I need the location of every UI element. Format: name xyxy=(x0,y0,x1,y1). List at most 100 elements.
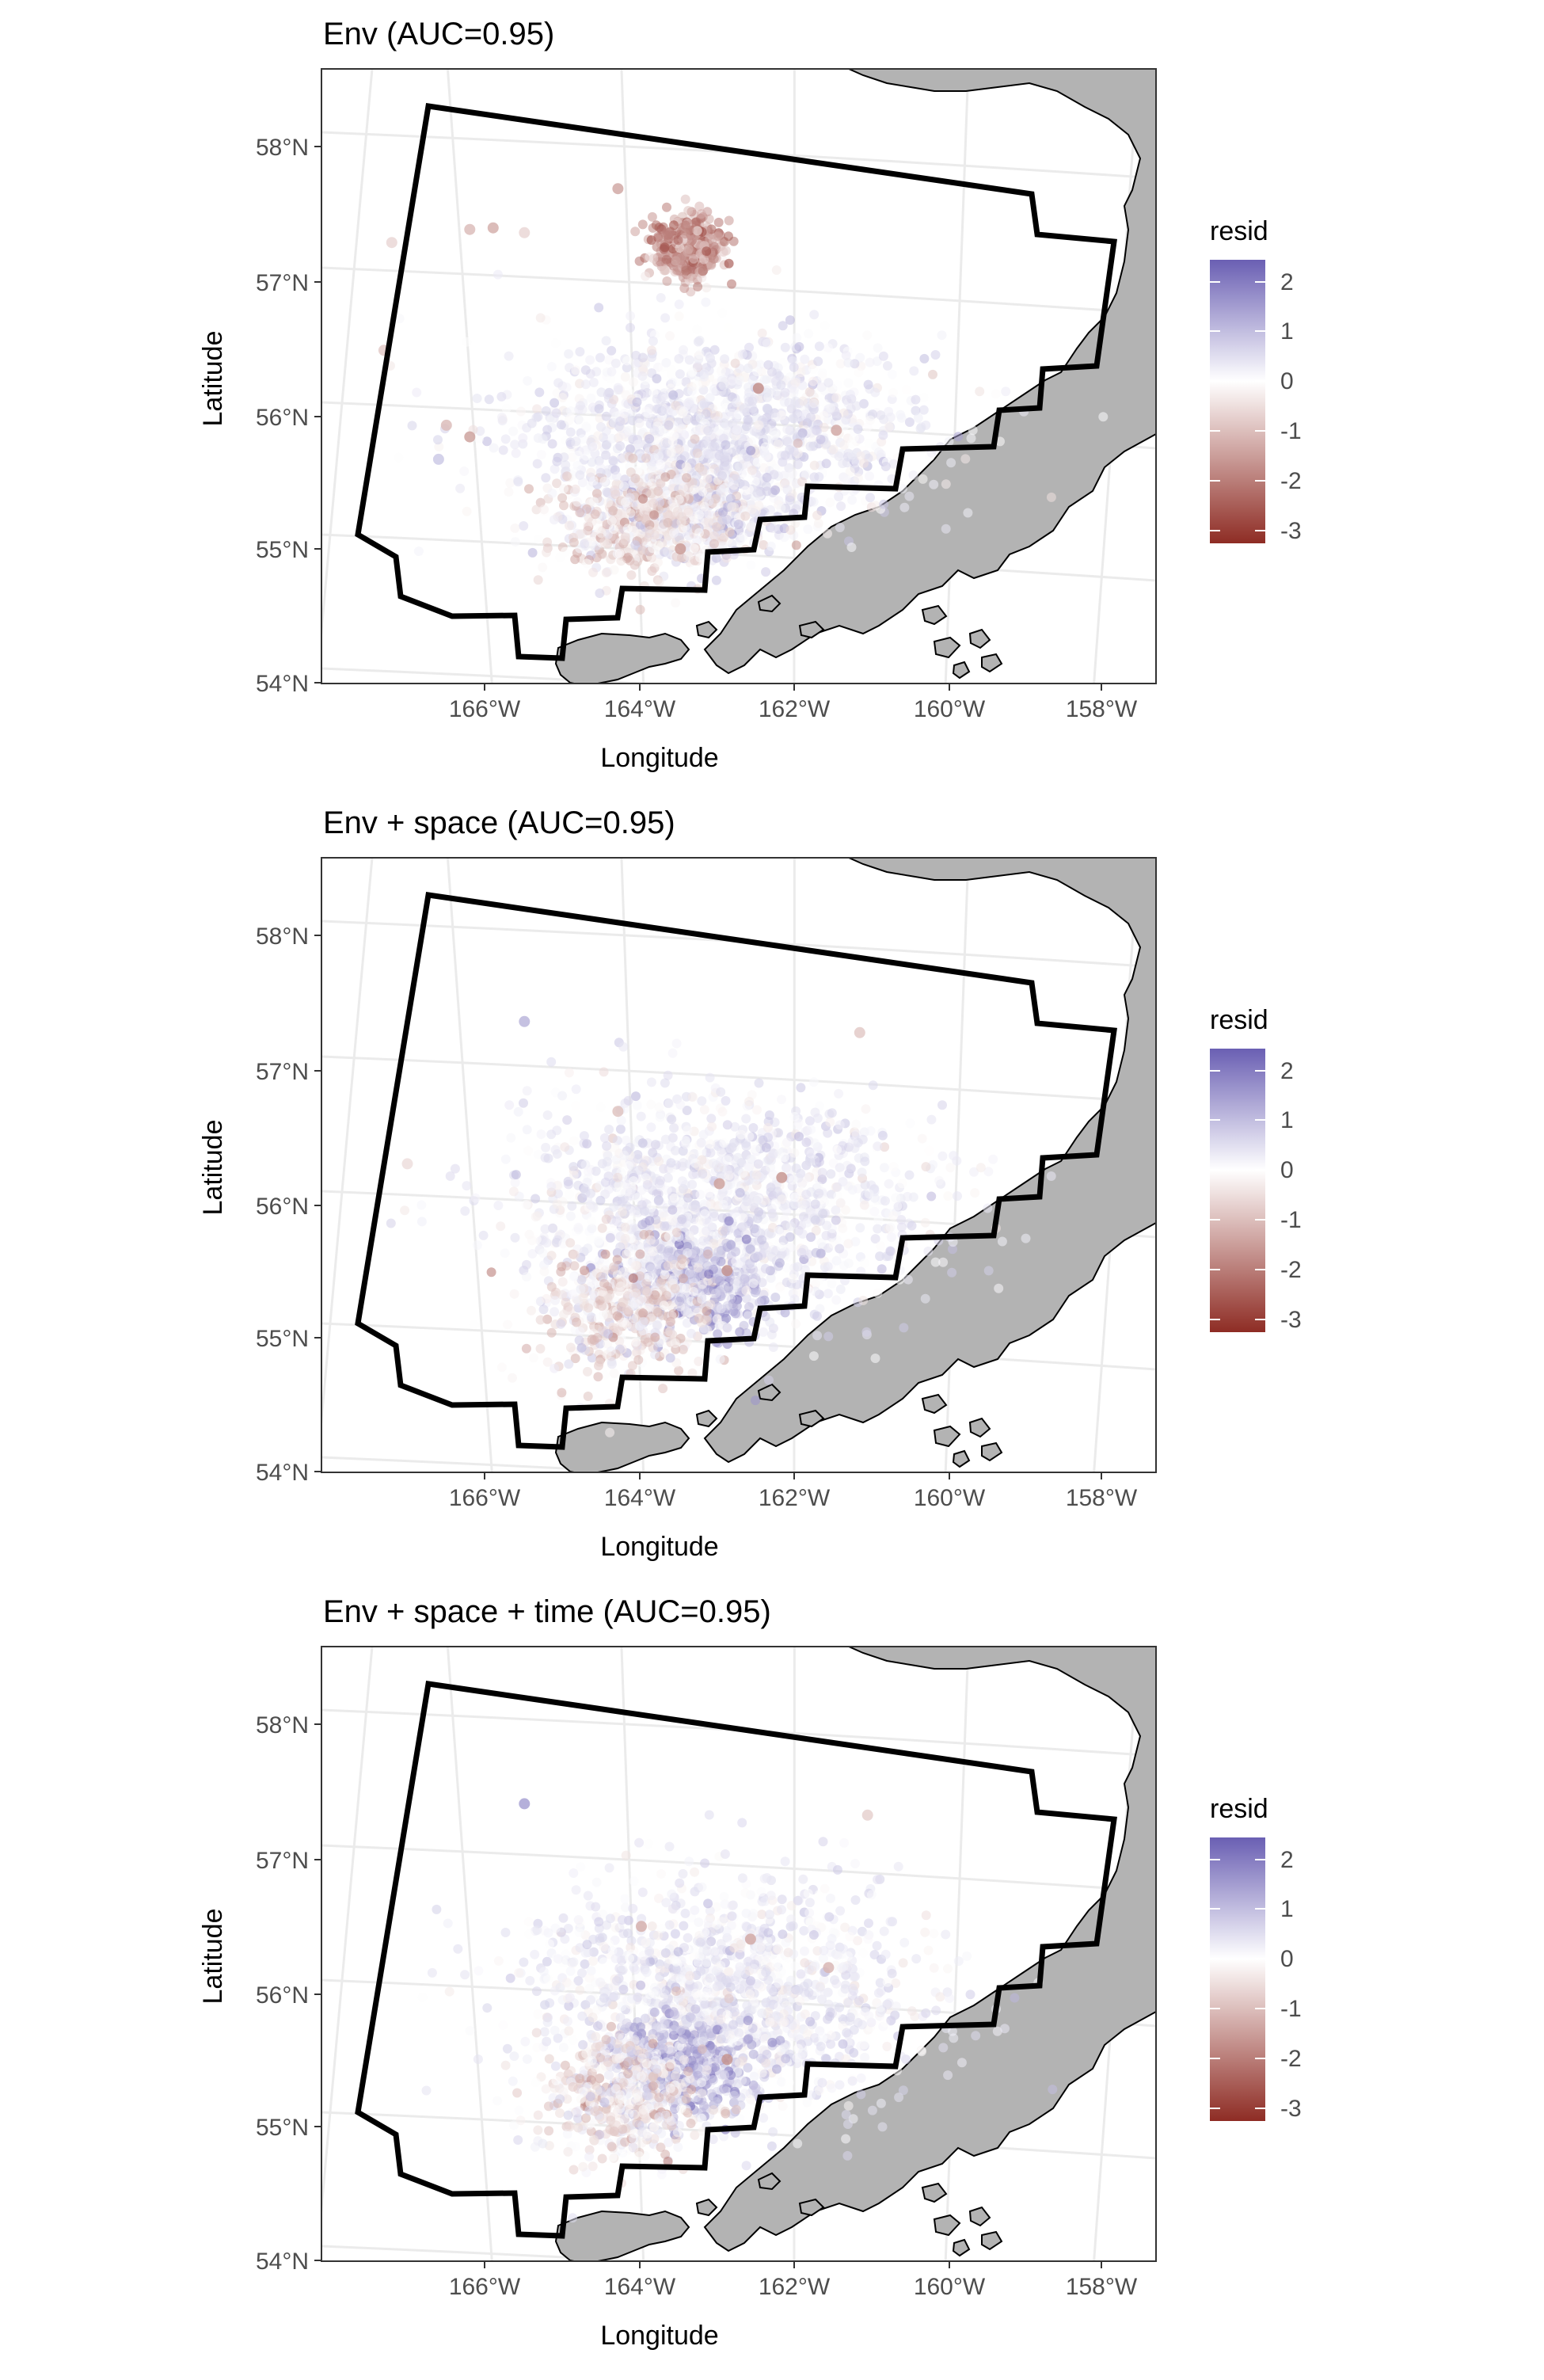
residual-point xyxy=(576,529,585,539)
residual-point xyxy=(646,1122,656,1132)
residual-point xyxy=(905,417,915,427)
residual-point xyxy=(586,1201,595,1210)
residual-point xyxy=(792,333,801,342)
residual-point xyxy=(702,283,711,292)
residual-point xyxy=(760,448,770,458)
residual-point xyxy=(925,452,934,462)
residual-point xyxy=(400,1205,409,1215)
residual-point xyxy=(823,378,833,387)
residual-point xyxy=(888,370,897,379)
residual-point xyxy=(624,1096,633,1106)
residual-point xyxy=(782,485,792,494)
residual-point xyxy=(699,1130,709,1140)
x-axis-label: Longitude xyxy=(600,743,718,773)
residual-point xyxy=(929,480,938,489)
residual-point xyxy=(731,1257,740,1266)
residual-point xyxy=(827,1279,837,1289)
residual-point xyxy=(991,389,1001,398)
residual-point xyxy=(615,441,625,451)
residual-point xyxy=(542,406,551,416)
residual-point xyxy=(588,442,597,451)
residual-point xyxy=(926,1192,936,1201)
residual-point xyxy=(661,358,671,367)
residual-point xyxy=(414,546,424,556)
residual-point xyxy=(941,524,951,534)
residual-point xyxy=(511,537,520,546)
residual-point xyxy=(538,434,548,444)
residual-point xyxy=(700,1209,709,1219)
legend-label: 0 xyxy=(1280,368,1294,394)
residual-point xyxy=(603,1151,613,1160)
residual-point xyxy=(803,524,812,534)
residual-point xyxy=(611,359,621,368)
residual-point xyxy=(633,1101,642,1110)
residual-point xyxy=(850,433,859,443)
residual-point xyxy=(645,1273,654,1282)
residual-point xyxy=(843,358,853,367)
residual-point xyxy=(660,313,670,322)
residual-point xyxy=(789,363,799,372)
residual-point xyxy=(739,1222,748,1232)
residual-point xyxy=(615,549,625,558)
residual-point xyxy=(683,206,693,215)
residual-point xyxy=(764,1376,774,1385)
residual-point xyxy=(511,1233,520,1243)
residual-point xyxy=(610,1143,619,1152)
residual-point xyxy=(527,419,537,428)
residual-point xyxy=(751,1396,760,1405)
residual-point xyxy=(596,528,606,538)
residual-point xyxy=(810,461,820,470)
residual-point xyxy=(677,1215,686,1224)
residual-point xyxy=(650,426,660,436)
residual-point xyxy=(681,266,690,276)
residual-point xyxy=(918,474,928,484)
residual-point xyxy=(589,378,599,387)
residual-point xyxy=(571,1101,580,1110)
residual-point xyxy=(537,1129,546,1139)
residual-point xyxy=(446,1171,455,1181)
residual-point xyxy=(860,1156,869,1166)
legend-colorbar xyxy=(1210,260,1265,543)
residual-point xyxy=(674,354,683,364)
residual-point xyxy=(542,1238,552,1247)
residual-point xyxy=(619,482,629,491)
residual-point xyxy=(858,1296,868,1305)
residual-point xyxy=(759,1327,768,1337)
residual-point xyxy=(550,1307,559,1316)
residual-point xyxy=(668,1049,678,1058)
residual-point xyxy=(893,1201,903,1211)
residual-point xyxy=(804,329,813,338)
residual-point xyxy=(833,380,842,390)
residual-point xyxy=(814,1189,823,1198)
residual-point xyxy=(765,1110,774,1120)
residual-point xyxy=(694,1357,703,1366)
residual-point xyxy=(541,473,550,482)
residual-point xyxy=(724,216,734,226)
residual-point xyxy=(827,1108,837,1118)
residual-point xyxy=(673,474,683,484)
residual-point xyxy=(823,529,832,539)
residual-point xyxy=(812,426,822,436)
residual-point xyxy=(812,511,822,520)
residual-point xyxy=(744,1097,754,1106)
residual-point xyxy=(907,1221,917,1231)
residual-point xyxy=(876,410,885,420)
residual-point xyxy=(592,518,602,527)
residual-point xyxy=(746,561,755,570)
residual-point xyxy=(921,1218,930,1228)
residual-point xyxy=(776,1284,785,1293)
residual-point xyxy=(648,337,658,346)
residual-point xyxy=(727,502,736,512)
residual-point xyxy=(565,521,574,531)
residual-point xyxy=(615,432,625,441)
residual-point xyxy=(656,1176,665,1186)
residual-point xyxy=(751,303,760,312)
residual-point xyxy=(1047,1171,1056,1181)
residual-point xyxy=(753,1252,762,1262)
residual-point xyxy=(873,1224,882,1234)
residual-point xyxy=(808,377,818,387)
residual-point xyxy=(699,369,709,379)
residual-point xyxy=(743,1176,753,1186)
residual-point xyxy=(811,1108,820,1118)
